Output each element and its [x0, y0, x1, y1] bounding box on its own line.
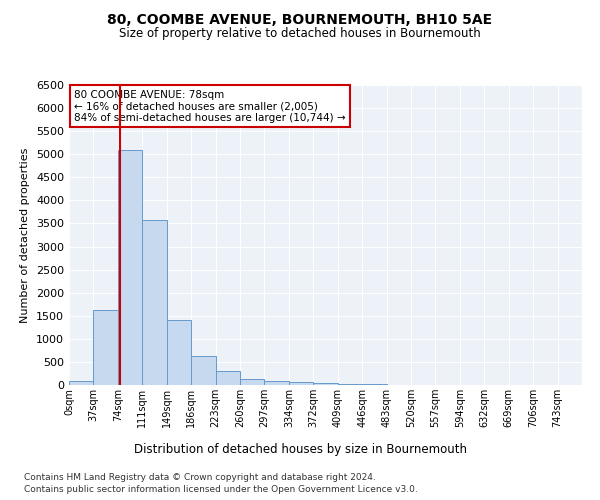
Y-axis label: Number of detached properties: Number of detached properties	[20, 148, 31, 322]
Text: 80 COOMBE AVENUE: 78sqm
← 16% of detached houses are smaller (2,005)
84% of semi: 80 COOMBE AVENUE: 78sqm ← 16% of detache…	[74, 90, 346, 122]
Bar	[191, 356, 215, 385]
Bar	[313, 382, 338, 385]
Text: Contains public sector information licensed under the Open Government Licence v3: Contains public sector information licen…	[24, 485, 418, 494]
Bar	[240, 379, 265, 385]
Bar	[289, 382, 313, 385]
Bar	[362, 384, 386, 385]
Bar	[69, 382, 94, 385]
Bar	[338, 384, 362, 385]
Text: 80, COOMBE AVENUE, BOURNEMOUTH, BH10 5AE: 80, COOMBE AVENUE, BOURNEMOUTH, BH10 5AE	[107, 12, 493, 26]
Bar	[142, 220, 167, 385]
Bar	[94, 310, 118, 385]
Bar	[167, 320, 191, 385]
Text: Contains HM Land Registry data © Crown copyright and database right 2024.: Contains HM Land Registry data © Crown c…	[24, 472, 376, 482]
Bar	[215, 371, 240, 385]
Bar	[265, 382, 289, 385]
Text: Distribution of detached houses by size in Bournemouth: Distribution of detached houses by size …	[133, 442, 467, 456]
Bar	[118, 150, 142, 385]
Text: Size of property relative to detached houses in Bournemouth: Size of property relative to detached ho…	[119, 28, 481, 40]
